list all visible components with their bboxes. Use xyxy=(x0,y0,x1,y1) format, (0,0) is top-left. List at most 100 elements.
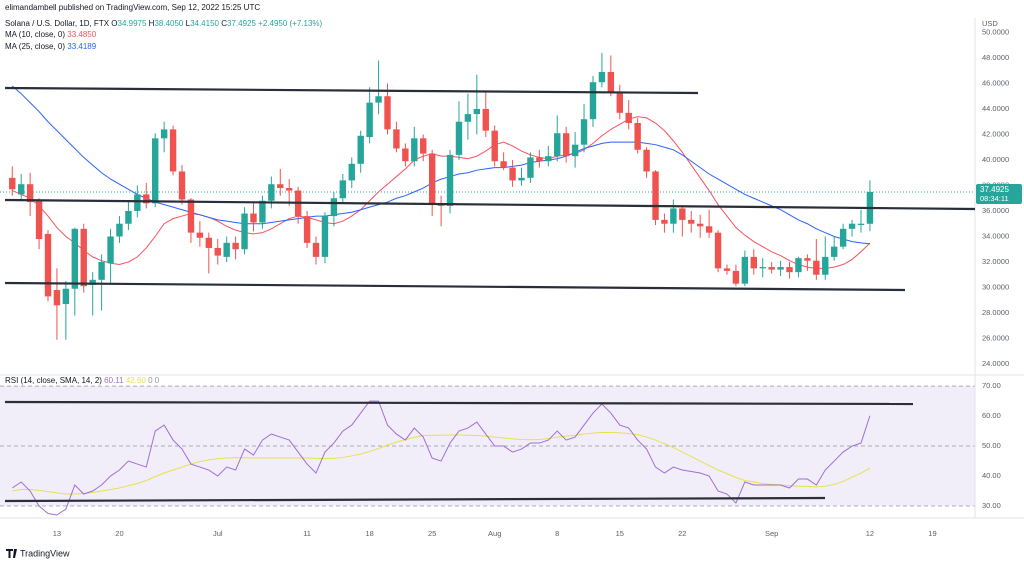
trend-line xyxy=(4,496,826,503)
candle-body xyxy=(259,200,266,223)
candle-body xyxy=(178,171,186,200)
candle-body xyxy=(830,246,838,257)
y-tick-label: 50.0000 xyxy=(982,27,1009,36)
candle-body xyxy=(634,123,641,150)
candle-body xyxy=(214,247,221,256)
y-tick-label: 48.0000 xyxy=(982,53,1009,62)
candle-body xyxy=(160,129,168,139)
x-tick-label: Jul xyxy=(213,529,223,538)
candle-body xyxy=(241,213,248,250)
candle-body xyxy=(804,258,811,261)
y-tick-label: 34.0000 xyxy=(982,231,1009,240)
trend-line xyxy=(4,281,906,292)
brand-name: TradingView xyxy=(20,548,70,558)
candle-body xyxy=(777,267,784,270)
candle-body xyxy=(411,138,418,162)
candle-body xyxy=(625,112,632,124)
legend-ma25: MA (25, close, 0) 33.4189 xyxy=(5,42,97,51)
candle-body xyxy=(562,133,570,157)
candle-body xyxy=(44,233,52,297)
candle-body xyxy=(571,144,579,157)
y-tick-label: 40.0000 xyxy=(982,155,1009,164)
candle-body xyxy=(18,184,25,195)
price-label: 37.4925 xyxy=(980,185,1009,194)
candle-body xyxy=(250,213,257,223)
candle-body xyxy=(857,223,865,226)
y-tick-label: 44.0000 xyxy=(982,104,1009,113)
candle-body xyxy=(580,119,588,145)
candle-body xyxy=(98,261,105,280)
candle-body xyxy=(71,228,79,289)
trend-line xyxy=(4,86,699,95)
x-tick-label: Sep xyxy=(765,529,778,538)
candle-body xyxy=(714,232,722,269)
ohlc-value: 34.4150 xyxy=(190,19,219,28)
candle-body xyxy=(822,256,829,275)
candle-body xyxy=(125,210,132,224)
candle-body xyxy=(598,72,606,83)
x-tick-label: 8 xyxy=(555,529,559,538)
candle-body xyxy=(464,114,472,122)
candle-body xyxy=(53,290,61,306)
candle-body xyxy=(134,194,141,211)
candle-body xyxy=(786,267,793,273)
legend-value: 0 xyxy=(148,376,153,385)
x-tick-label: 22 xyxy=(678,529,686,538)
trend-line xyxy=(4,198,976,211)
candle-body xyxy=(750,256,757,269)
candle-body xyxy=(491,130,498,162)
candle-body xyxy=(303,216,311,243)
candle-body xyxy=(330,198,338,217)
y-tick-label: 42.0000 xyxy=(982,129,1009,138)
candle-body xyxy=(26,184,34,203)
legend-value: 33.4850 xyxy=(67,30,96,39)
candle-body xyxy=(723,268,731,271)
y-tick-label: 40.00 xyxy=(982,471,1001,480)
legend-rsi: RSI (14, close, SMA, 14, 2) 60.11 42.60 … xyxy=(5,376,160,385)
series-line xyxy=(12,432,871,495)
x-tick-label: 20 xyxy=(115,529,123,538)
candle-body xyxy=(205,237,213,248)
symbol-title: Solana / U.S. Dollar, 1D, FTX xyxy=(5,19,110,28)
candle-body xyxy=(223,242,230,257)
price-label-box xyxy=(976,183,1022,204)
candle-body xyxy=(848,223,856,229)
candle-body xyxy=(482,108,489,131)
y-tick-label: 32.0000 xyxy=(982,257,1009,266)
candle-body xyxy=(62,288,70,305)
candle-body xyxy=(428,153,436,204)
candle-body xyxy=(509,167,516,181)
candle-body xyxy=(795,258,802,273)
brand: TradingView xyxy=(6,548,70,558)
publisher: elimandambell published on TradingView.c… xyxy=(5,3,260,12)
candle-body xyxy=(527,157,534,178)
candle-body xyxy=(196,232,204,238)
candle-body xyxy=(536,157,543,162)
ohlc-value: 38.4050 xyxy=(154,19,183,28)
x-tick-label: Aug xyxy=(488,529,501,538)
candle-body xyxy=(286,188,293,191)
x-tick-label: 12 xyxy=(866,529,874,538)
ohlc-value: 37.4925 xyxy=(227,19,256,28)
legend-ma10: MA (10, close, 0) 33.4850 xyxy=(5,30,97,39)
y-tick-label: 30.0000 xyxy=(982,282,1009,291)
candle-body xyxy=(375,96,382,103)
candle-body xyxy=(705,226,713,233)
y-tick-label: 46.0000 xyxy=(982,78,1009,87)
candle-body xyxy=(116,223,123,237)
ohlc-value: 34.9975 xyxy=(118,19,147,28)
ohlc-key: C xyxy=(221,19,227,28)
legend-value: 0 xyxy=(155,376,160,385)
candle-body xyxy=(357,135,364,164)
candle-body xyxy=(268,184,275,201)
currency: USD xyxy=(982,19,998,28)
candle-body xyxy=(554,133,561,157)
candle-body xyxy=(759,267,766,269)
candle-body xyxy=(232,242,239,250)
legend-value: 33.4189 xyxy=(67,42,96,51)
candle-body xyxy=(420,138,427,154)
candle-body xyxy=(696,223,704,227)
legend-name: MA (25, close, 0) xyxy=(5,42,65,51)
candle-body xyxy=(446,154,454,206)
candle-body xyxy=(169,129,177,172)
